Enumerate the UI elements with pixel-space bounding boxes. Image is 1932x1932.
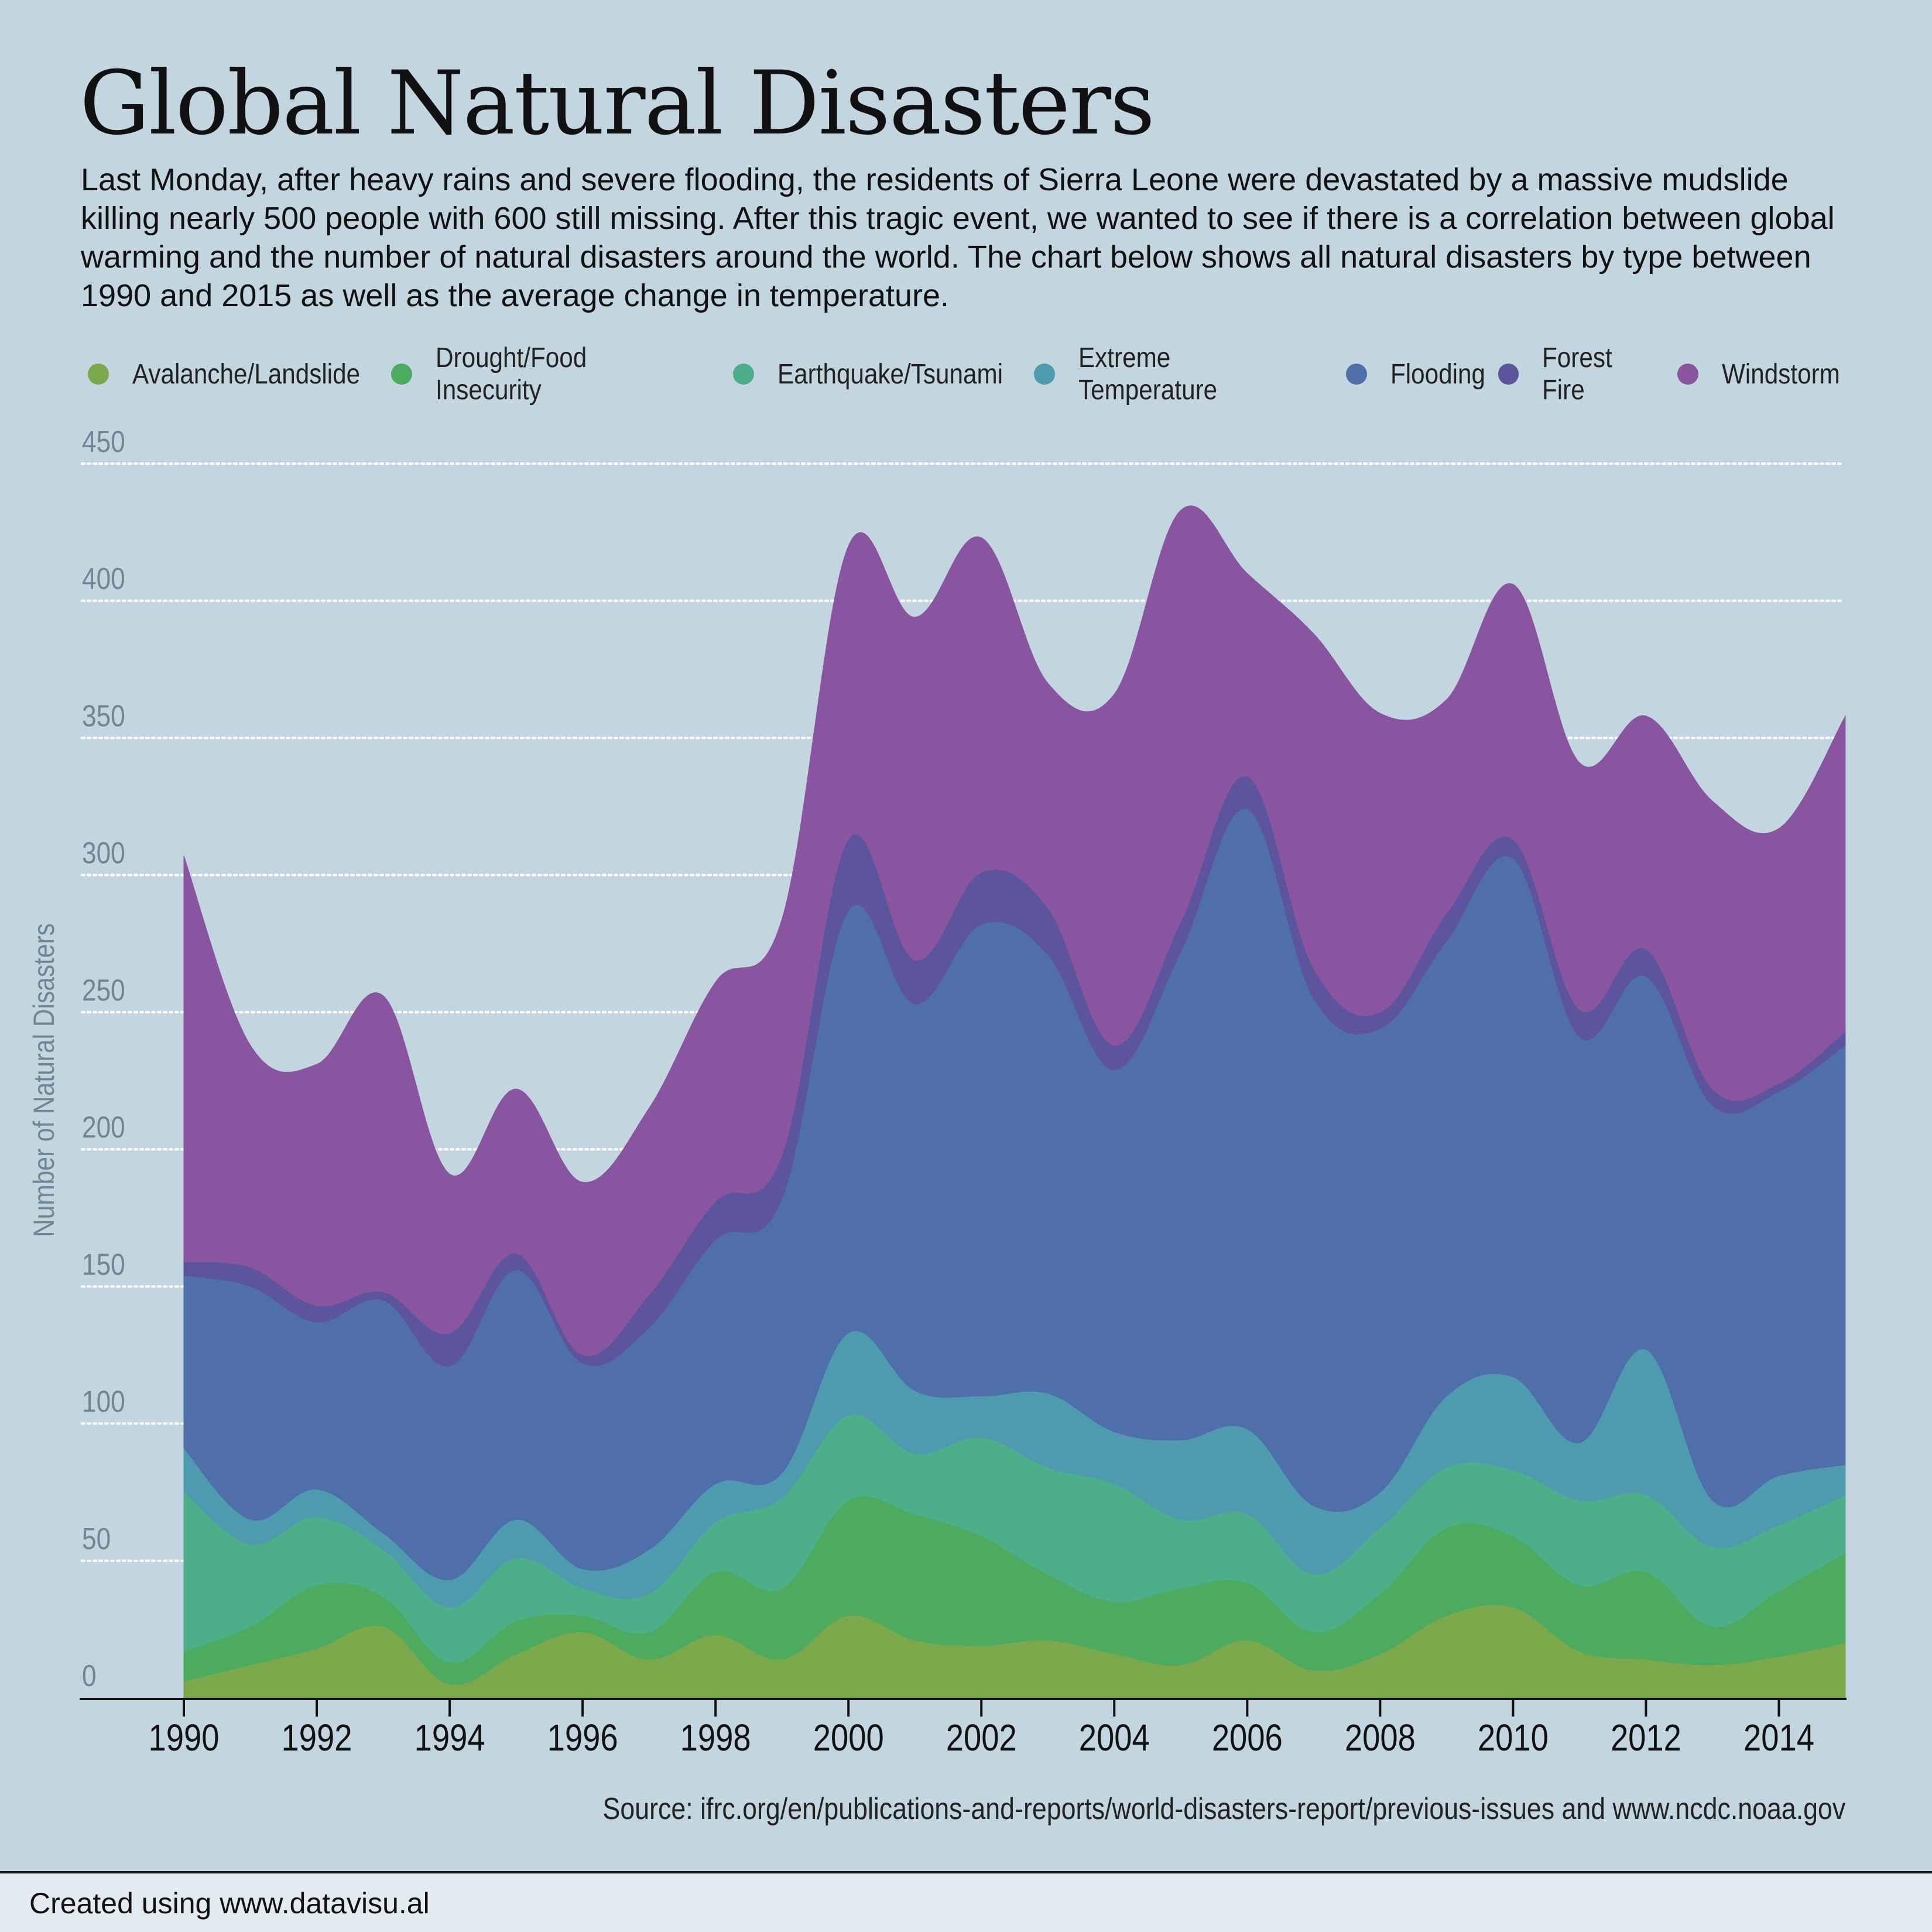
x-tick-label: 1994 bbox=[415, 1717, 485, 1759]
footer-bar: Created using www.datavisu.al bbox=[0, 1871, 1932, 1932]
x-tick-label: 2004 bbox=[1079, 1717, 1150, 1759]
legend-swatch bbox=[1033, 364, 1055, 385]
legend-swatch bbox=[1677, 364, 1698, 385]
x-tick-label: 1996 bbox=[547, 1717, 618, 1759]
legend-label: Earthquake/Tsunami bbox=[777, 358, 1003, 390]
y-tick-label: 150 bbox=[82, 1248, 125, 1282]
y-tick-label: 200 bbox=[82, 1111, 125, 1145]
chart-description: Last Monday, after heavy rains and sever… bbox=[81, 162, 1835, 313]
legend-swatch bbox=[88, 364, 109, 385]
y-tick-label: 350 bbox=[82, 699, 125, 733]
x-tick-label: 2010 bbox=[1478, 1717, 1549, 1759]
legend: Avalanche/Landslide Drought/Food Insecuri… bbox=[88, 342, 1856, 406]
footer-credit[interactable]: Created using www.datavisu.al bbox=[29, 1887, 430, 1920]
axes: 1990 1992 1994 1996 1998 2000 2002 2004 2006 2008… bbox=[28, 923, 1847, 1759]
legend-swatch bbox=[391, 364, 412, 385]
legend-item[interactable]: Drought/Food Insecurity bbox=[391, 342, 733, 406]
x-tick-label: 2006 bbox=[1212, 1717, 1283, 1759]
y-tick-label: 450 bbox=[82, 425, 125, 459]
legend-label: Windstorm bbox=[1721, 358, 1840, 390]
stacked-area-chart: 0 50 100 150 200 250 300 350 400 450 1990 1992 1994… bbox=[28, 425, 1847, 1759]
y-axis-title: Number of Natural Disasters bbox=[28, 923, 60, 1237]
y-tick-label: 50 bbox=[82, 1522, 111, 1556]
legend-item[interactable]: Extreme Temperature bbox=[1033, 342, 1346, 406]
legend-swatch bbox=[733, 364, 755, 385]
legend-label: Drought/Food Insecurity bbox=[435, 342, 587, 406]
x-tick-label: 2000 bbox=[813, 1717, 884, 1759]
legend-item[interactable]: Earthquake/Tsunami bbox=[733, 358, 1034, 390]
x-tick-label: 2014 bbox=[1743, 1717, 1814, 1759]
x-tick-label: 1998 bbox=[680, 1717, 751, 1759]
legend-label: Flooding bbox=[1390, 358, 1485, 390]
legend-item[interactable]: Windstorm bbox=[1677, 358, 1856, 390]
legend-item[interactable]: Flooding bbox=[1345, 358, 1498, 390]
x-tick-label: 2002 bbox=[946, 1717, 1017, 1759]
y-tick-label: 250 bbox=[82, 974, 125, 1008]
legend-label: Avalanche/Landslide bbox=[132, 358, 361, 390]
y-tick-label: 300 bbox=[82, 836, 125, 870]
legend-item[interactable]: Avalanche/Landslide bbox=[88, 358, 391, 390]
area-layers bbox=[183, 505, 1846, 1698]
x-tick-label: 2008 bbox=[1345, 1717, 1416, 1759]
area-windstorm bbox=[183, 505, 1846, 1356]
legend-label: Extreme Temperature bbox=[1078, 342, 1217, 406]
legend-label: Forest Fire bbox=[1542, 342, 1613, 406]
legend-swatch bbox=[1345, 364, 1367, 385]
y-tick-label: 0 bbox=[82, 1659, 97, 1693]
x-tick-label: 1990 bbox=[149, 1717, 220, 1759]
legend-swatch bbox=[1498, 364, 1519, 385]
source-note: Source: ifrc.org/en/publications-and-rep… bbox=[602, 1792, 1845, 1826]
x-tick-label: 1992 bbox=[282, 1717, 352, 1759]
y-tick-label: 100 bbox=[82, 1385, 125, 1419]
legend-item[interactable]: Forest Fire bbox=[1498, 342, 1677, 406]
chart-title: Global Natural Disasters bbox=[80, 53, 1155, 155]
y-tick-label: 400 bbox=[82, 562, 125, 596]
x-tick-label: 2012 bbox=[1611, 1717, 1681, 1759]
